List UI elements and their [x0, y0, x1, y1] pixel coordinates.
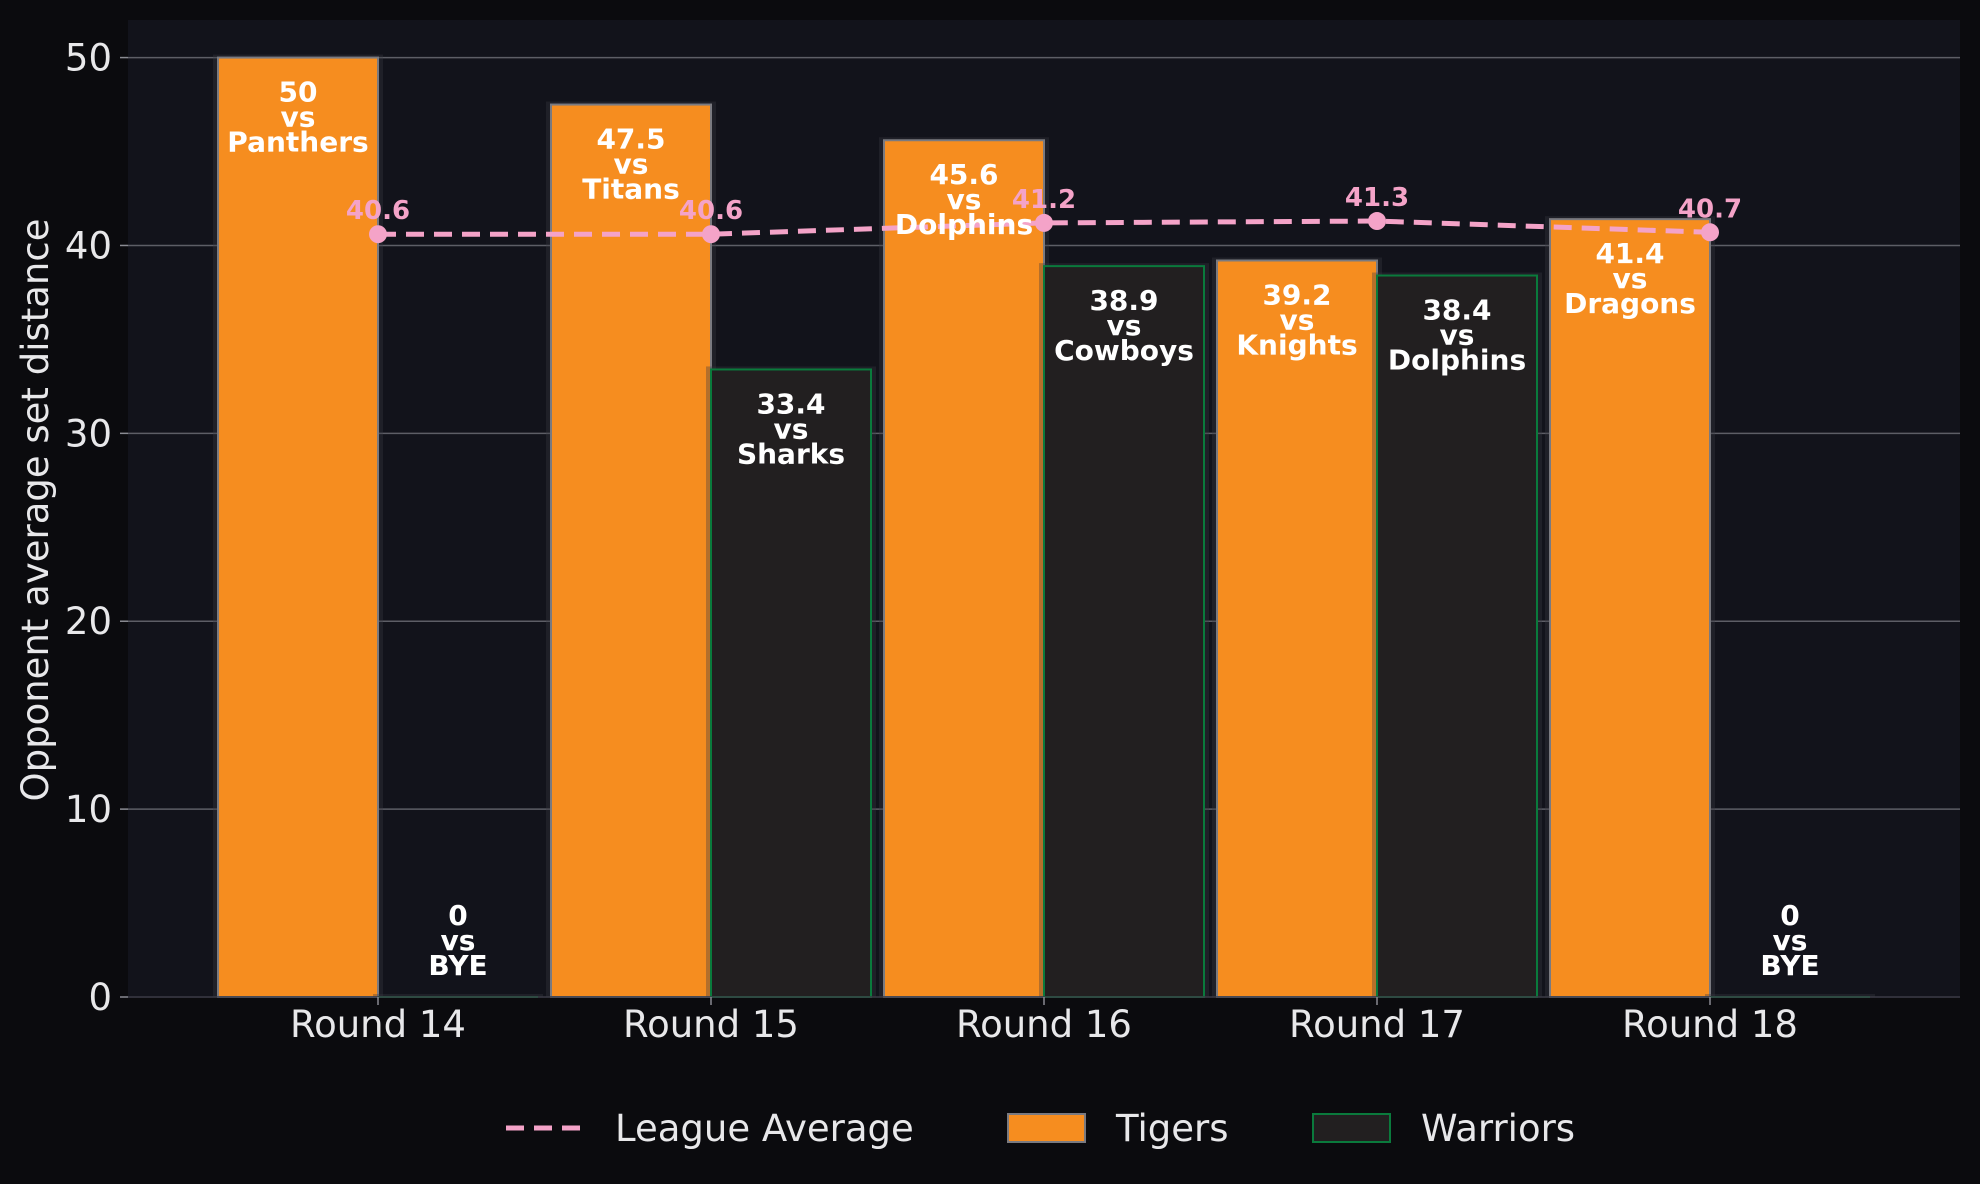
league-average-label: 41.3: [1345, 183, 1409, 213]
legend-label-tigers: Tigers: [1115, 1107, 1228, 1150]
bar-shadow: [1705, 994, 1875, 997]
bar-tigers: [883, 139, 1045, 998]
bar-data-label: vs: [281, 101, 316, 134]
bar-data-label: vs: [1107, 309, 1142, 342]
x-tick-label: Round 14: [290, 1003, 466, 1046]
bar-data-label: Dragons: [1564, 287, 1696, 320]
bar-data-label: 0: [1780, 899, 1799, 932]
axes: Opponent average set distance 0 10 20 30 40 5…: [14, 37, 1960, 1046]
bar-tigers: [1549, 218, 1711, 998]
bar-data-label: vs: [947, 183, 982, 216]
bar-data-label: 47.5: [596, 123, 665, 156]
x-tick-label: Round 18: [1622, 1003, 1798, 1046]
bar-data-label: Dolphins: [1388, 344, 1526, 377]
y-tick-label: 30: [65, 412, 112, 455]
league-average-point: [369, 225, 387, 244]
league-average-point: [1035, 213, 1053, 232]
bar-data-label: Knights: [1236, 328, 1357, 361]
bar-data-label: 41.4: [1595, 237, 1664, 270]
bar-data-label: 0: [448, 899, 467, 932]
bar-data-label: 33.4: [756, 387, 825, 420]
y-tick-label: 10: [65, 788, 112, 831]
legend-swatch-tigers: [1007, 1113, 1086, 1143]
bar-data-label: vs: [1280, 303, 1315, 336]
y-tick-label: 40: [65, 224, 112, 267]
bar-tigers: [550, 103, 712, 998]
bar-warriors: [710, 368, 872, 998]
league-average-line: 40.6 40.6 41.2 41.3 40.7: [346, 183, 1742, 244]
bar-data-label: vs: [1773, 924, 1808, 957]
bar-data-label: 50: [279, 76, 318, 109]
y-tick-label: 0: [88, 976, 112, 1019]
league-average-point: [702, 225, 720, 244]
bar-data-label: vs: [1440, 319, 1475, 352]
bar-data-label: 45.6: [929, 158, 998, 191]
bar-warriors: [1043, 265, 1205, 998]
y-tick-label: 50: [65, 37, 112, 80]
bar-data-label: Cowboys: [1054, 334, 1194, 367]
x-tick-label: Round 17: [1289, 1003, 1465, 1046]
bar-data-label: 39.2: [1262, 278, 1331, 311]
y-tick-label: 20: [65, 600, 112, 643]
bar-data-label: Dolphins: [895, 208, 1033, 241]
bar-data-label: Panthers: [227, 126, 368, 159]
bar-data-label: vs: [1613, 262, 1648, 295]
bar-data-label: 38.4: [1422, 294, 1491, 327]
bar-data-label: Titans: [582, 173, 680, 206]
league-average-point: [1368, 212, 1386, 231]
bar-tigers: [217, 56, 379, 999]
bar-data-label: vs: [774, 412, 809, 445]
legend-label-warriors: Warriors: [1421, 1107, 1575, 1150]
bar-data-label: Sharks: [737, 437, 845, 470]
legend-label-league-average: League Average: [615, 1107, 914, 1150]
bars: [213, 54, 1875, 999]
x-tick-label: Round 16: [956, 1003, 1132, 1046]
bar-data-label: vs: [614, 148, 649, 181]
bar-shadow: [373, 994, 543, 997]
bar-data-label: BYE: [428, 949, 487, 982]
league-average-point: [1701, 223, 1719, 242]
league-average-label: 41.2: [1012, 185, 1076, 215]
y-axis-title: Opponent average set distance: [14, 219, 57, 802]
bar-data-label: vs: [441, 924, 476, 957]
bar-data-label: 38.9: [1089, 284, 1158, 317]
bar-data-label: BYE: [1760, 949, 1819, 982]
league-average-label: 40.6: [346, 196, 410, 226]
bar-tigers: [1216, 259, 1378, 998]
league-average-label: 40.7: [1678, 194, 1742, 224]
league-average-label: 40.6: [679, 196, 743, 226]
legend-swatch-warriors: [1312, 1113, 1391, 1143]
legend: League Average Tigers Warriors: [506, 1107, 1575, 1150]
bar-warriors: [1376, 274, 1538, 998]
x-tick-label: Round 15: [623, 1003, 799, 1046]
